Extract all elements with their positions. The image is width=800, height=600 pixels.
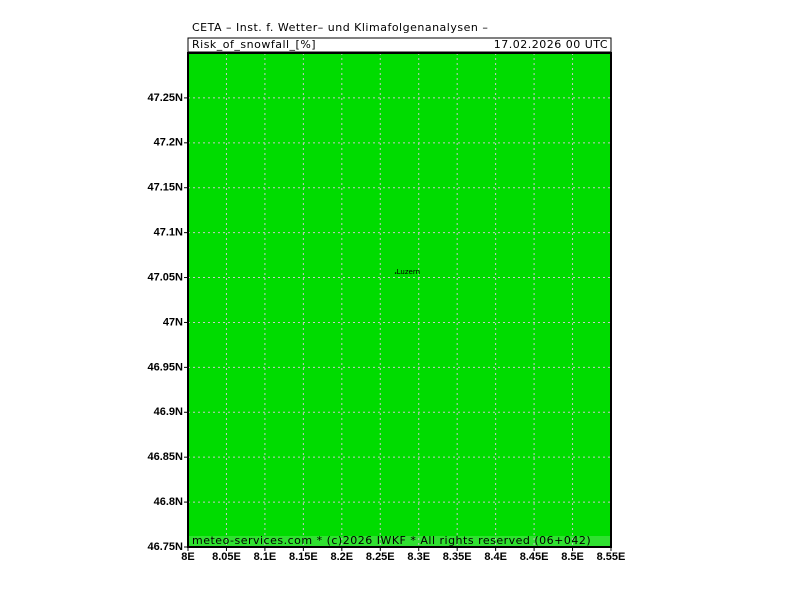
x-tick-label: 8.4E: [484, 551, 507, 563]
header: CETA – Inst. f. Wetter– und Klimafolgena…: [192, 21, 488, 34]
title: Risk_of_snowfall_[%]: [192, 38, 316, 51]
x-tick-label: 8.5E: [561, 551, 584, 563]
valid-time: 17.02.2026 00 UTC: [494, 38, 608, 51]
x-tick-label: 8.1E: [254, 551, 277, 563]
x-tick-label: 8.15E: [289, 551, 318, 563]
x-tick-label: 8.55E: [597, 551, 626, 563]
y-tick-label: 46.95N: [148, 361, 184, 373]
y-tick-label: 46.9N: [154, 406, 183, 418]
y-tick-label: 47.2N: [154, 137, 183, 149]
x-tick-label: 8.45E: [520, 551, 549, 563]
x-tick-label: 8.05E: [212, 551, 241, 563]
place-label: Luzern: [397, 268, 420, 276]
x-tick-label: 8.2E: [330, 551, 353, 563]
y-tick-label: 47.15N: [148, 182, 184, 194]
y-tick-label: 47.25N: [148, 92, 184, 104]
x-tick-label: 8.25E: [366, 551, 395, 563]
plot: 46.75N 46.8N 46.85N 46.9N 46.95N 47N 47.05N 47.…: [148, 52, 626, 563]
y-tick-label: 46.85N: [148, 451, 184, 463]
frame: [187, 52, 612, 548]
x-tick-label: 8.3E: [407, 551, 430, 563]
place-marker: [394, 272, 397, 274]
footer: meteo-services.com * (c)2026 IWKF * All …: [192, 534, 591, 547]
y-tick-label: 47N: [163, 316, 183, 328]
field: [188, 53, 611, 547]
y-tick-label: 47.05N: [148, 271, 184, 283]
y-tick-label: 46.75N: [148, 541, 184, 553]
y-tick-label: 46.8N: [154, 496, 183, 508]
footer-strip: [188, 536, 611, 547]
y-tick-label: 47.1N: [154, 227, 183, 239]
x-tick-label: 8.35E: [443, 551, 472, 563]
x-tick-label: 8E: [181, 551, 194, 563]
